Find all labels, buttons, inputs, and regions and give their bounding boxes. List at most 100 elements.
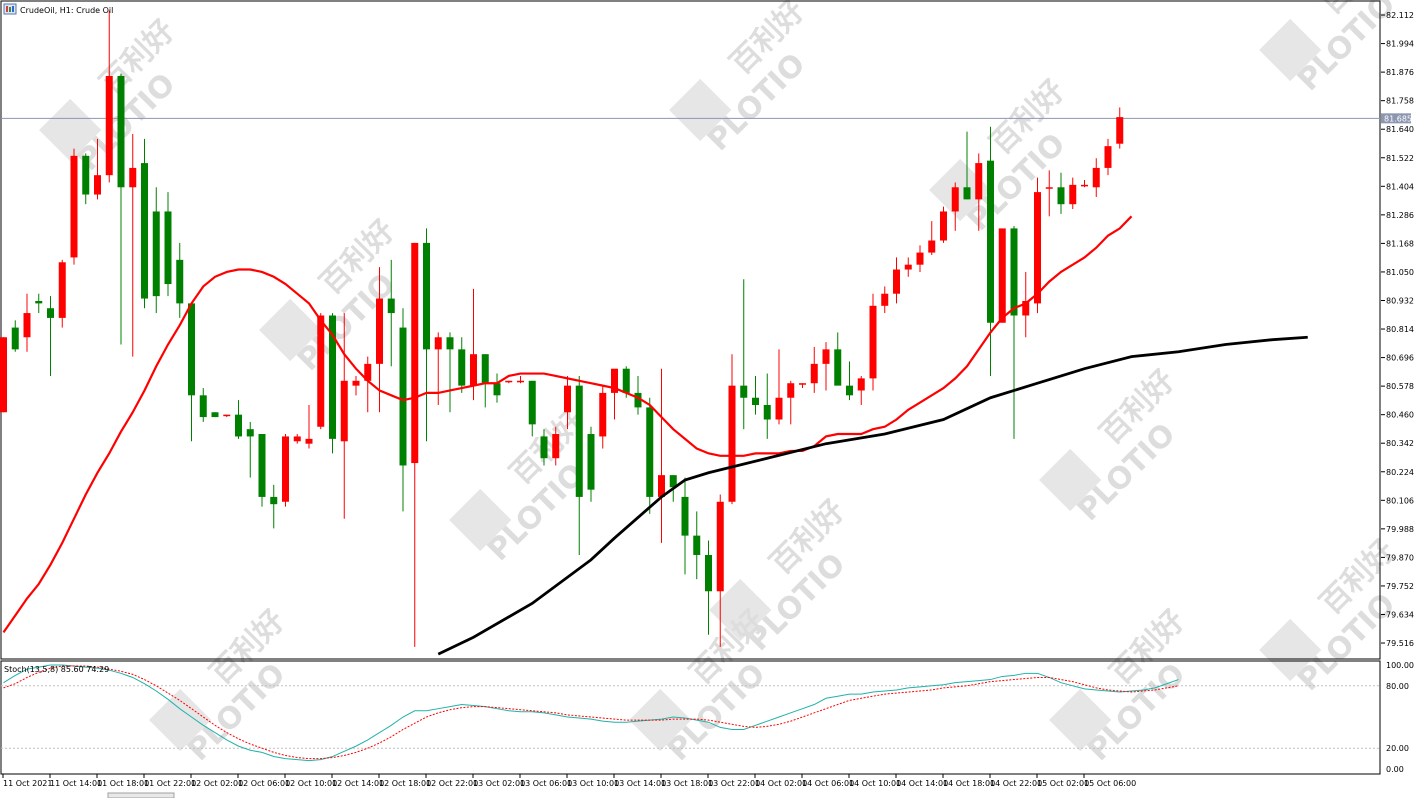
candle[interactable] [505,380,513,384]
candle[interactable] [693,511,701,580]
candle[interactable] [1104,138,1112,176]
candle[interactable] [70,148,78,265]
candle[interactable] [58,259,66,328]
candle[interactable] [446,332,454,413]
candle[interactable] [1081,180,1088,188]
candle[interactable] [740,279,748,430]
candle[interactable] [564,375,571,430]
candle[interactable] [164,192,172,297]
candle[interactable] [975,153,983,231]
candle[interactable] [893,257,900,304]
candle[interactable] [211,412,219,418]
candle[interactable] [799,383,806,389]
candle[interactable] [246,421,254,478]
candle[interactable] [105,10,113,183]
candle[interactable] [282,434,289,507]
candle[interactable] [35,293,43,314]
candle[interactable] [376,267,383,413]
candle[interactable] [188,303,195,442]
candle-body [716,501,724,592]
price-panel[interactable] [0,0,1381,660]
candle[interactable] [716,494,724,647]
candle[interactable] [117,73,125,345]
candle[interactable] [951,182,959,231]
candle[interactable] [387,259,395,367]
candle[interactable] [493,373,501,403]
candle[interactable] [963,131,971,200]
candle[interactable] [881,286,889,314]
candle[interactable] [411,242,419,647]
candle[interactable] [998,228,1006,323]
candle-body [1092,167,1100,188]
candle[interactable] [423,228,430,442]
candle[interactable] [1010,225,1018,439]
candle[interactable] [152,187,160,314]
candle[interactable] [681,477,689,575]
candle[interactable] [399,308,407,512]
candle[interactable] [787,380,795,425]
candle[interactable] [1022,271,1030,338]
candle[interactable] [82,153,90,205]
candle[interactable] [846,361,853,401]
candle[interactable] [916,245,924,272]
candle[interactable] [458,337,466,393]
candle[interactable] [1034,177,1041,314]
candle[interactable] [47,296,54,376]
candle[interactable] [728,354,736,505]
candle[interactable] [928,221,936,256]
candle[interactable] [599,385,607,449]
candle[interactable] [940,206,947,243]
candle[interactable] [141,138,148,309]
candle[interactable] [481,354,489,408]
candle[interactable] [270,484,278,529]
candle[interactable] [305,404,313,449]
candle[interactable] [540,429,548,466]
candle[interactable] [235,400,242,439]
candle[interactable] [94,138,101,200]
candle[interactable] [705,540,712,635]
candle[interactable] [857,375,865,405]
candle[interactable] [575,375,583,555]
candle[interactable] [1057,172,1065,214]
candle[interactable] [258,434,266,507]
candle[interactable] [904,257,912,277]
candle[interactable] [364,356,372,413]
candle[interactable] [317,313,325,430]
candle[interactable] [293,434,301,444]
candle[interactable] [528,380,536,437]
time-tick-label: 12 Oct 10:00 [285,779,337,788]
candle[interactable] [129,134,137,357]
candle[interactable] [1069,177,1077,210]
candle[interactable] [869,293,877,391]
candle[interactable] [763,373,771,439]
candle[interactable] [517,375,524,384]
candle[interactable] [0,337,7,413]
candle[interactable] [1092,158,1100,197]
candle[interactable] [223,414,231,418]
candle[interactable] [822,342,830,391]
candle[interactable] [470,288,477,401]
candle[interactable] [810,346,818,393]
candle[interactable] [646,397,654,514]
candle[interactable] [587,426,595,502]
candle[interactable] [11,320,19,352]
candle[interactable] [611,368,618,420]
candle[interactable] [634,375,642,415]
candle[interactable] [752,375,759,415]
candle-body [458,349,466,386]
candle[interactable] [775,349,783,425]
candle[interactable] [987,126,994,376]
candle[interactable] [1116,107,1124,149]
candle[interactable] [658,368,665,543]
candle[interactable] [834,332,842,386]
candle[interactable] [340,313,348,519]
candle[interactable] [552,426,560,466]
candle[interactable] [1045,170,1053,217]
candle[interactable] [23,293,31,352]
candle[interactable] [199,388,207,422]
candle[interactable] [352,375,360,396]
scroll-tab[interactable] [107,792,175,799]
candle[interactable] [176,242,184,318]
